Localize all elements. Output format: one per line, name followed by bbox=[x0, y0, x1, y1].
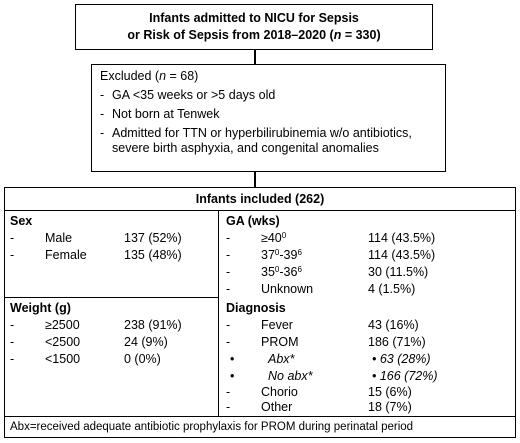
weight-bullet: - bbox=[10, 318, 15, 332]
excluded-item: GA <35 weeks or >5 days old bbox=[100, 88, 439, 103]
diagnosis-bullet: - bbox=[226, 385, 231, 399]
diagnosis-value-abx: • 63 (28%) bbox=[372, 352, 431, 366]
diagnosis-sub-bullet: • bbox=[230, 369, 235, 383]
ga-heading: GA (wks) bbox=[226, 214, 280, 228]
excluded-list: GA <35 weeks or >5 days old Not born at … bbox=[100, 88, 439, 156]
ga-value: 114 (43.5%) bbox=[368, 248, 436, 262]
sex-value-female: 135 (48%) bbox=[124, 248, 182, 262]
ga-bullet: - bbox=[226, 282, 231, 296]
footnote: Abx=received adequate antibiotic prophyl… bbox=[10, 421, 414, 433]
admitted-line2: or Risk of Sepsis from 2018–2020 (n = 33… bbox=[127, 28, 381, 42]
diagnosis-value: 186 (71%) bbox=[368, 335, 426, 349]
diagnosis-value: 43 (16%) bbox=[368, 318, 419, 332]
ga-label: ≥400 bbox=[261, 231, 287, 245]
weight-bullet: - bbox=[10, 352, 15, 366]
footnote-divider bbox=[4, 416, 516, 418]
ga-bullet: - bbox=[226, 248, 231, 262]
sex-bullet: - bbox=[10, 231, 15, 245]
weight-value: 0 (0%) bbox=[124, 352, 161, 366]
ga-bullet: - bbox=[226, 231, 231, 245]
diagnosis-label: Fever bbox=[261, 318, 293, 332]
ga-label: 370-396 bbox=[261, 248, 302, 262]
excluded-title: Excluded (n = 68) bbox=[100, 69, 199, 83]
diagnosis-value: 15 (6%) bbox=[368, 385, 412, 399]
diagnosis-sub-bullet: • bbox=[230, 352, 235, 366]
sex-label-female: Female bbox=[45, 248, 87, 262]
diagnosis-bullet: - bbox=[226, 400, 231, 414]
weight-value: 238 (91%) bbox=[124, 318, 182, 332]
ga-value: 30 (11.5%) bbox=[368, 265, 429, 279]
diagnosis-label-no-abx: No abx* bbox=[268, 369, 313, 383]
diagnosis-label: Other bbox=[261, 400, 293, 414]
excluded-item: Not born at Tenwek bbox=[100, 107, 439, 122]
panel-divider-vertical bbox=[218, 210, 220, 417]
diagnosis-label-abx: Abx* bbox=[268, 352, 295, 366]
sex-label-male: Male bbox=[45, 231, 73, 245]
weight-bullet: - bbox=[10, 335, 15, 349]
weight-value: 24 (9%) bbox=[124, 335, 168, 349]
excluded-box: Excluded (n = 68) GA <35 weeks or >5 day… bbox=[91, 64, 446, 172]
included-title: Infants included (262) bbox=[5, 188, 515, 211]
diagnosis-label: Chorio bbox=[261, 385, 298, 399]
admitted-line1: Infants admitted to NICU for Sepsis bbox=[149, 11, 359, 25]
ga-value: 4 (1.5%) bbox=[368, 282, 416, 296]
excluded-item: Admitted for TTN or hyperbilirubinemia w… bbox=[100, 126, 437, 156]
diagnosis-bullet: - bbox=[226, 318, 231, 332]
diagnosis-heading: Diagnosis bbox=[226, 301, 286, 315]
admitted-box: Infants admitted to NICU for Sepsis or R… bbox=[75, 4, 433, 50]
diagnosis-value: 18 (7%) bbox=[368, 400, 412, 414]
diagnosis-value-no-abx: • 166 (72%) bbox=[372, 369, 438, 383]
included-box: Infants included (262) bbox=[4, 187, 516, 438]
ga-label: 350-366 bbox=[261, 265, 302, 279]
sex-heading: Sex bbox=[10, 214, 33, 228]
ga-value: 114 (43.5%) bbox=[368, 231, 436, 245]
ga-label: Unknown bbox=[261, 282, 314, 296]
weight-label: <1500 bbox=[45, 352, 81, 366]
diagnosis-label: PROM bbox=[261, 335, 299, 349]
weight-label: <2500 bbox=[45, 335, 81, 349]
weight-label: ≥2500 bbox=[45, 318, 80, 332]
ga-bullet: - bbox=[226, 265, 231, 279]
sex-bullet: - bbox=[10, 248, 15, 262]
panel-divider-horizontal bbox=[4, 297, 218, 299]
sex-value-male: 137 (52%) bbox=[124, 231, 182, 245]
diagnosis-bullet: - bbox=[226, 335, 231, 349]
weight-heading: Weight (g) bbox=[10, 301, 71, 315]
